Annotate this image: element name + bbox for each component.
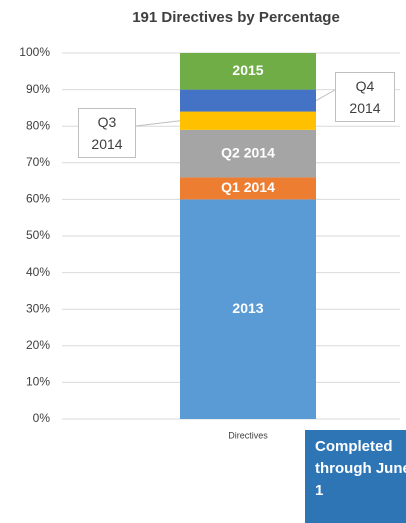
x-tick-label: Directives bbox=[228, 430, 268, 440]
y-tick-label: 50% bbox=[26, 228, 50, 242]
y-tick-label: 40% bbox=[26, 265, 50, 279]
leader-line bbox=[315, 89, 336, 102]
bar-segment bbox=[180, 111, 316, 130]
y-tick-label: 0% bbox=[33, 411, 51, 425]
callout-label: Q4 2014 bbox=[335, 72, 395, 122]
y-tick-label: 80% bbox=[26, 118, 50, 132]
bar-segment bbox=[180, 53, 316, 90]
chart-title: 191 Directives by Percentage bbox=[132, 9, 340, 26]
segment-label: 2015 bbox=[232, 62, 263, 78]
segment-label: Q2 2014 bbox=[221, 144, 275, 160]
y-tick-label: 60% bbox=[26, 192, 50, 206]
y-tick-label: 30% bbox=[26, 301, 50, 315]
annotation: Completed through June 1 bbox=[305, 430, 406, 523]
y-tick-label: 10% bbox=[26, 375, 50, 389]
y-tick-label: 70% bbox=[26, 155, 50, 169]
bar-segment bbox=[180, 199, 316, 419]
y-tick-label: 100% bbox=[19, 45, 50, 59]
y-tick-label: 20% bbox=[26, 338, 50, 352]
y-tick-label: 90% bbox=[26, 82, 50, 96]
segment-label: Q1 2014 bbox=[221, 179, 275, 195]
callout-label: Q3 2014 bbox=[78, 108, 136, 158]
bar-segment bbox=[180, 177, 316, 200]
bar-segment bbox=[180, 129, 316, 178]
bar-segment bbox=[180, 89, 316, 112]
leader-line bbox=[135, 120, 181, 127]
segment-label: 2013 bbox=[232, 300, 263, 316]
